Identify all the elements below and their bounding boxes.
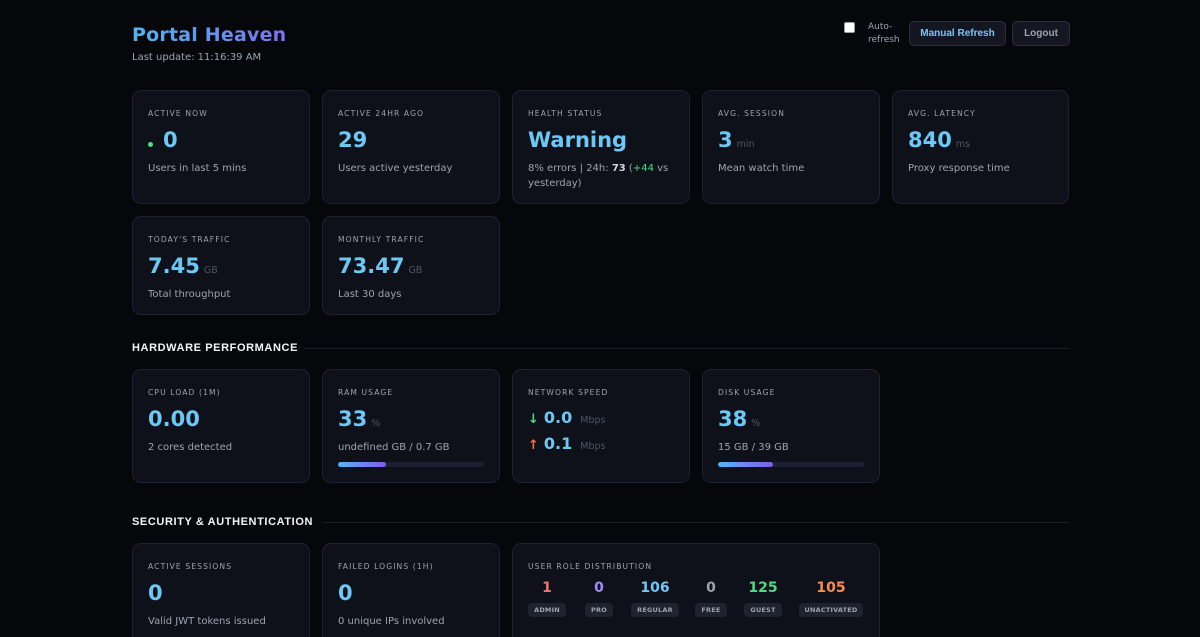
ram-usage-card: RAM USAGE 33% undefined GB / 0.7 GB [322, 369, 500, 483]
role-item: 1 ADMIN [507, 580, 587, 617]
active-sessions-value: 0 [148, 581, 163, 605]
card-label: AVG. LATENCY [908, 109, 976, 118]
role-item: 106 REGULAR [615, 580, 695, 617]
cpu-load-card: CPU LOAD (1M) 0.00 2 cores detected [132, 369, 310, 483]
ram-progress-fill [338, 462, 387, 467]
card-subtext: Valid JWT tokens issued [148, 616, 266, 627]
download-speed: ↓ 0.0 Mbps [528, 408, 606, 427]
monthly-traffic-card: MONTHLY TRAFFIC 73.47 GB Last 30 days [322, 216, 500, 315]
hardware-section-title: HARDWARE PERFORMANCE [132, 342, 298, 354]
page-title: Portal Heaven [132, 24, 287, 46]
card-label: USER ROLE DISTRIBUTION [528, 562, 653, 571]
user-role-distribution-card: USER ROLE DISTRIBUTION 1 ADMIN 0 PRO 106 REGU… [512, 543, 880, 637]
arrow-up-icon: ↑ [528, 438, 539, 453]
online-dot-icon [148, 141, 153, 147]
health-status-value: Warning [528, 128, 628, 152]
card-subtext: 2 cores detected [148, 442, 233, 453]
active-now-card: ACTIVE NOW 0 Users in last 5 mins [132, 90, 310, 204]
card-label: MONTHLY TRAFFIC [338, 235, 425, 244]
card-label: ACTIVE NOW [148, 109, 208, 118]
last-update-label: Last update: [132, 52, 195, 63]
active-24hr-card: ACTIVE 24HR AGO 29 Users active yesterda… [322, 90, 500, 204]
role-count: 125 [748, 580, 778, 596]
last-update-time: 11:16:39 AM [197, 52, 262, 63]
role-badge: REGULAR [631, 603, 679, 617]
card-label: CPU LOAD (1M) [148, 388, 221, 397]
role-badge: PRO [585, 603, 613, 617]
security-section-title: SECURITY & AUTHENTICATION [132, 516, 314, 528]
role-badge: ADMIN [528, 603, 566, 617]
role-list: 1 ADMIN 0 PRO 106 REGULAR 0 FREE 125 GUEST 105 UNAC… [528, 580, 868, 620]
card-subtext: Users active yesterday [338, 163, 453, 174]
card-subtext: Total throughput [148, 289, 231, 300]
card-subtext: Proxy response time [908, 163, 1010, 174]
health-status-card: HEALTH STATUS Warning 8% errors | 24h: 7… [512, 90, 690, 204]
card-subtext: Last 30 days [338, 289, 402, 300]
avg-session-card: AVG. SESSION 3 min Mean watch time [702, 90, 880, 204]
role-badge: FREE [695, 603, 727, 617]
disk-usage-card: DISK USAGE 38% 15 GB / 39 GB [702, 369, 880, 483]
card-label: AVG. SESSION [718, 109, 785, 118]
role-item: 0 FREE [671, 580, 751, 617]
arrow-down-icon: ↓ [528, 412, 539, 427]
role-badge: GUEST [744, 603, 782, 617]
card-label: RAM USAGE [338, 388, 394, 397]
disk-progress-fill [718, 462, 774, 467]
card-label: DISK USAGE [718, 388, 776, 397]
auto-refresh-checkbox[interactable] [844, 22, 855, 33]
section-divider [304, 348, 1069, 349]
card-label: FAILED LOGINS (1H) [338, 562, 434, 571]
active-sessions-card: ACTIVE SESSIONS 0 Valid JWT tokens issue… [132, 543, 310, 637]
today-traffic-card: TODAY'S TRAFFIC 7.45 GB Total throughput [132, 216, 310, 315]
upload-speed: ↑ 0.1 Mbps [528, 434, 606, 453]
role-item: 0 PRO [559, 580, 639, 617]
active-24hr-value: 29 [338, 128, 368, 152]
role-badge: UNACTIVATED [798, 603, 864, 617]
card-subtext: 0 unique IPs involved [338, 616, 445, 627]
card-label: TODAY'S TRAFFIC [148, 235, 231, 244]
manual-refresh-button[interactable]: Manual Refresh [909, 21, 1006, 46]
failed-logins-value: 0 [338, 581, 353, 605]
card-label: HEALTH STATUS [528, 109, 603, 118]
cpu-load-value: 0.00 [148, 407, 200, 431]
role-count: 0 [706, 580, 716, 596]
today-traffic-value: 7.45 GB [148, 254, 218, 278]
role-count: 106 [640, 580, 670, 596]
logout-button[interactable]: Logout [1012, 21, 1070, 46]
card-label: NETWORK SPEED [528, 388, 609, 397]
avg-latency-card: AVG. LATENCY 840 ms Proxy response time [892, 90, 1069, 204]
card-subtext: undefined GB / 0.7 GB [338, 442, 450, 453]
role-count: 1 [542, 580, 552, 596]
monthly-traffic-value: 73.47 GB [338, 254, 423, 278]
last-update: Last update: 11:16:39 AM [132, 52, 261, 63]
avg-latency-value: 840 ms [908, 128, 971, 152]
role-item: 105 UNACTIVATED [791, 580, 871, 617]
auto-refresh-label[interactable]: Auto-refresh [868, 22, 900, 45]
card-label: ACTIVE SESSIONS [148, 562, 233, 571]
network-speed-card: NETWORK SPEED ↓ 0.0 Mbps ↑ 0.1 Mbps [512, 369, 690, 483]
card-label: ACTIVE 24HR AGO [338, 109, 425, 118]
role-count: 0 [594, 580, 604, 596]
health-status-detail: 8% errors | 24h: 73 (+44 vs yesterday) [528, 163, 669, 189]
ram-usage-value: 33% [338, 407, 381, 431]
role-item: 125 GUEST [723, 580, 803, 617]
section-divider [322, 522, 1069, 523]
role-count: 105 [816, 580, 846, 596]
disk-usage-value: 38% [718, 407, 761, 431]
card-subtext: Mean watch time [718, 163, 805, 174]
avg-session-value: 3 min [718, 128, 755, 152]
disk-progress-bar [718, 462, 864, 467]
card-subtext: Users in last 5 mins [148, 163, 247, 174]
ram-progress-bar [338, 462, 484, 467]
failed-logins-card: FAILED LOGINS (1H) 0 0 unique IPs involv… [322, 543, 500, 637]
active-now-value: 0 [148, 128, 178, 152]
card-subtext: 15 GB / 39 GB [718, 442, 789, 453]
